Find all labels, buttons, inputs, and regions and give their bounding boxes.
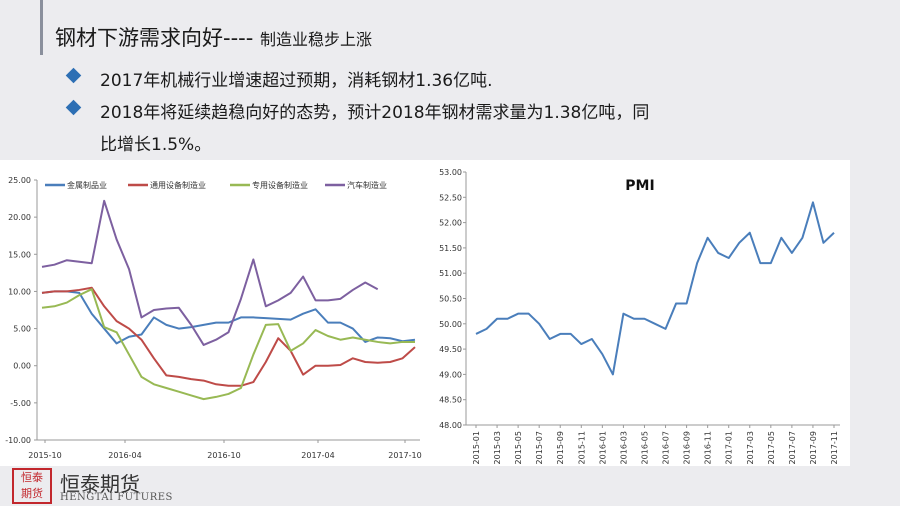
x-tick-label: 2016-09 (683, 431, 692, 464)
bullet-item: 2018年将延续趋稳向好的态势，预计2018年钢材需求量为1.38亿吨，同 (65, 98, 650, 123)
pmi-chart: 48.00 48.50 49.00 49.50 50.00 50.50 51.00 51.50… (430, 160, 850, 466)
bullet-text: 比增长1.5%。 (100, 135, 212, 155)
x-tick-label: 2015-01 (472, 431, 481, 464)
x-tick-label: 2016-07 (662, 431, 671, 464)
y-tick-label: 20.00 (8, 213, 31, 222)
x-tick-label: 2015-10 (28, 451, 61, 460)
x-tick-label: 2016-11 (704, 431, 713, 464)
y-tick-label: 51.50 (439, 244, 462, 253)
series-line (41, 286, 416, 387)
pmi-series-line (475, 201, 835, 376)
y-tick-label: 48.00 (439, 421, 462, 430)
x-tick-label: 2017-01 (725, 431, 734, 464)
x-tick-label: 2017-10 (388, 451, 421, 460)
y-tick-label: 15.00 (8, 250, 31, 259)
series-line (41, 199, 379, 346)
x-tick-label: 2017-05 (767, 431, 776, 464)
x-tick-label: 2016-01 (598, 431, 607, 464)
y-tick-label: 51.00 (439, 269, 462, 278)
series-line (41, 290, 416, 345)
bullet-text: 2018年将延续趋稳向好的态势，预计2018年钢材需求量为1.38亿吨，同 (100, 103, 650, 123)
series-line (41, 288, 415, 401)
x-tick-label: 2015-03 (493, 431, 502, 464)
x-tick-label: 2015-11 (577, 431, 586, 464)
legend-label: 金属制品业 (67, 180, 107, 190)
logo-mark-icon: 恒泰 期货 (12, 468, 52, 504)
chart-title: PMI (625, 178, 654, 194)
y-tick-label: 10.00 (8, 287, 31, 296)
y-tick-label: 0.00 (13, 362, 31, 371)
x-tick-label: 2016-03 (619, 431, 628, 464)
y-tick-label: 25.00 (8, 176, 31, 185)
x-tick-label: 2016-04 (108, 451, 141, 460)
x-tick-label: 2015-09 (556, 431, 565, 464)
logo-english-name: HENGTAI FUTURES (60, 492, 173, 503)
title-accent-bar (40, 0, 43, 55)
bullet-diamond-icon (65, 99, 82, 116)
x-tick-label: 2017-09 (809, 431, 818, 464)
y-tick-label: 49.50 (439, 345, 462, 354)
legend-label: 汽车制造业 (347, 180, 387, 190)
y-tick-label: 49.00 (439, 370, 462, 379)
x-tick-label: 2016-10 (207, 451, 240, 460)
x-tick-label: 2017-07 (788, 431, 797, 464)
y-tick-label: 48.50 (439, 396, 462, 405)
x-tick-label: 2017-11 (830, 431, 839, 464)
y-tick-label: 52.50 (439, 193, 462, 202)
bullet-diamond-icon (65, 67, 82, 84)
title-main: 钢材下游需求向好---- (55, 26, 254, 50)
page-title: 钢材下游需求向好---- 制造业稳步上涨 (55, 22, 372, 52)
y-tick-label: 53.00 (439, 168, 462, 177)
x-tick-label: 2015-07 (535, 431, 544, 464)
legend-label: 专用设备制造业 (252, 180, 308, 190)
y-tick-label: 50.00 (439, 320, 462, 329)
legend-label: 通用设备制造业 (150, 180, 206, 190)
y-tick-label: 52.00 (439, 219, 462, 228)
bullet-item-continuation: 比增长1.5%。 (68, 130, 211, 155)
x-tick-label: 2016-05 (640, 431, 649, 464)
y-tick-label: -5.00 (10, 399, 31, 408)
x-tick-label: 2017-04 (301, 451, 334, 460)
manufacturing-growth-chart: -10.00 -5.00 0.00 5.00 10.00 15.00 20.00 25.00 2… (0, 160, 430, 466)
title-sub: 制造业稳步上涨 (260, 30, 373, 49)
bullet-item: 2017年机械行业增速超过预期，消耗钢材1.36亿吨. (65, 66, 493, 91)
chart-background (0, 160, 430, 466)
logo-chinese-name: 恒泰期货 (60, 472, 140, 496)
bullet-text: 2017年机械行业增速超过预期，消耗钢材1.36亿吨. (100, 71, 493, 91)
x-tick-label: 2015-05 (514, 431, 523, 464)
x-tick-label: 2017-03 (746, 431, 755, 464)
chart-background (430, 160, 850, 466)
y-tick-label: 50.50 (439, 295, 462, 304)
y-tick-label: -10.00 (5, 436, 31, 445)
y-tick-label: 5.00 (13, 325, 31, 334)
